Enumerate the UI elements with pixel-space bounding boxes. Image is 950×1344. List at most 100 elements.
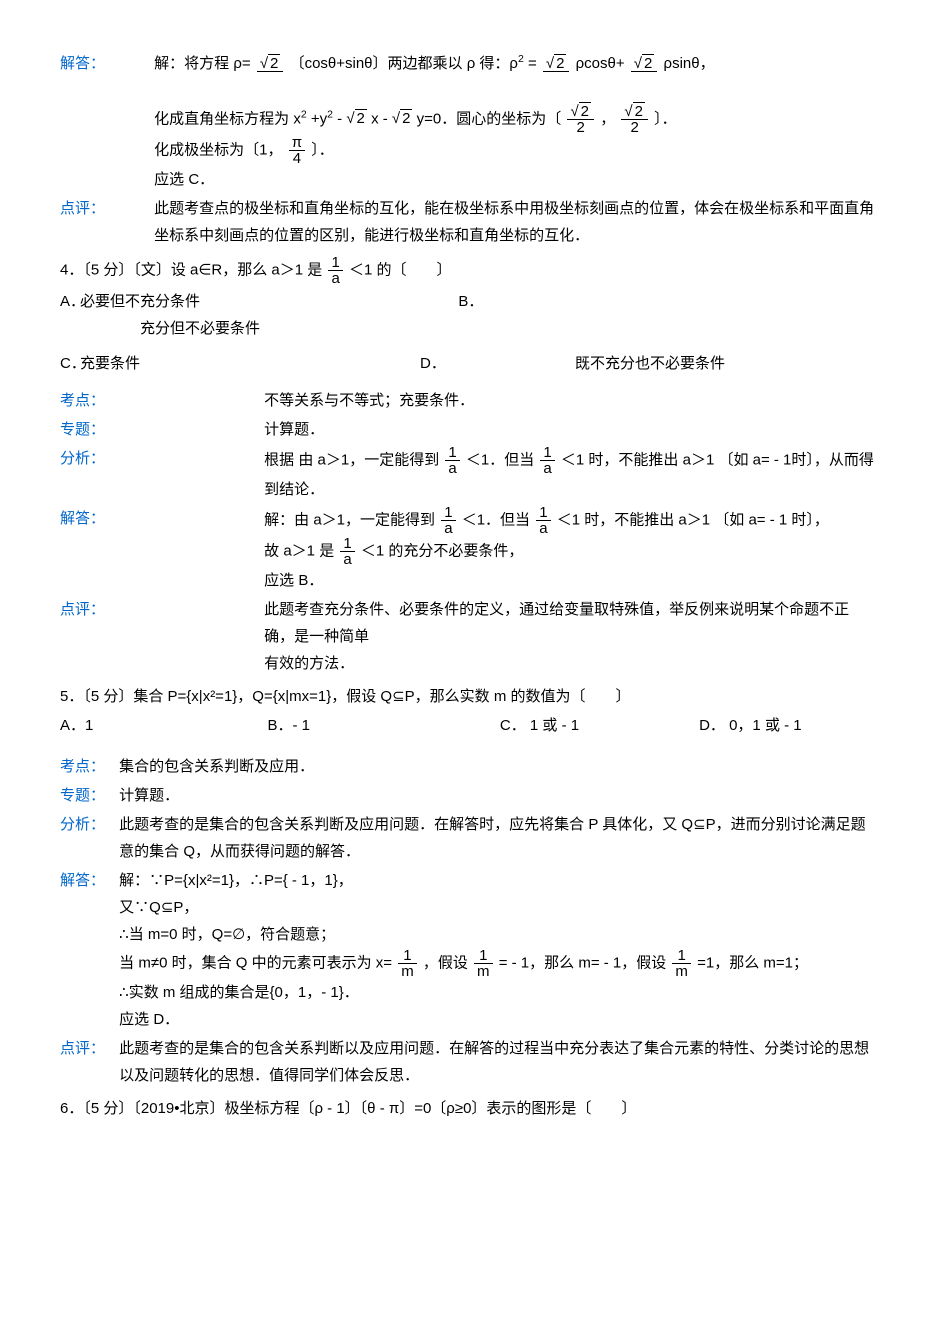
kp-text: 集合的包含关系判断及应用． bbox=[119, 753, 879, 780]
text: ρcosθ+ bbox=[576, 55, 625, 72]
frac: 1m bbox=[474, 948, 493, 979]
frac-pi4: π4 bbox=[289, 135, 305, 166]
text: ＜1 时，不能推出 a＞1 〔如 a= - 1 时〕， bbox=[557, 511, 829, 528]
text: y=0．圆心的坐标为〔 bbox=[417, 110, 562, 127]
lbl: C． bbox=[500, 717, 526, 734]
jd-label: 解答： bbox=[60, 867, 115, 894]
rad: 2 bbox=[579, 102, 591, 120]
q5-zt: 专题： 计算题． bbox=[60, 782, 890, 809]
text: ρsinθ， bbox=[664, 55, 715, 72]
opt-c: C．充要条件 bbox=[60, 350, 420, 377]
fx-label: 分析： bbox=[60, 445, 260, 472]
text: =1，那么 m=1； bbox=[697, 954, 808, 971]
frac: 1a bbox=[441, 505, 455, 536]
text: - bbox=[337, 110, 346, 127]
q6-stem: 6．〔5 分〕〔2019•北京〕极坐标方程〔ρ - 1〕〔θ - π〕=0〔ρ≥… bbox=[60, 1095, 890, 1122]
dp-text: 此题考查的是集合的包含关系判断以及应用问题．在解答的过程当中充分表达了集合元素的… bbox=[119, 1035, 879, 1089]
zt-label: 专题： bbox=[60, 416, 260, 443]
text: 解：由 a＞1，一定能得到 bbox=[264, 511, 439, 528]
text: 应选 D． bbox=[119, 1011, 179, 1028]
rad: 2 bbox=[642, 54, 654, 72]
text: 根据 由 a＞1，一定能得到 bbox=[264, 451, 443, 468]
den: a bbox=[445, 461, 459, 476]
text: 〔cosθ+sinθ〕两边都乘以 ρ 得：ρ bbox=[290, 55, 518, 72]
text: 解：将方程 ρ= bbox=[154, 55, 250, 72]
num: 1 bbox=[474, 948, 493, 964]
q3-review: 点评： 此题考查点的极坐标和直角坐标的互化，能在极坐标系中用极坐标刻画点的位置，… bbox=[60, 195, 890, 249]
text: ∴当 m=0 时，Q=∅，符合题意； bbox=[119, 926, 335, 943]
solve-label: 解答： bbox=[60, 50, 150, 77]
den: a bbox=[536, 521, 550, 536]
frac-1a: 1a bbox=[328, 255, 342, 286]
text: 此题考查充分条件、必要条件的定义，通过给变量取特殊值，举反例来说明某个命题不正确… bbox=[264, 601, 849, 645]
q4-zt: 专题： 计算题． bbox=[60, 416, 890, 443]
text: 应选 C． bbox=[154, 171, 214, 188]
text: 〕． bbox=[311, 141, 334, 158]
frac: 22 bbox=[621, 104, 648, 135]
num: 1 bbox=[441, 505, 455, 521]
num: 1 bbox=[536, 505, 550, 521]
dp-label: 点评： bbox=[60, 1035, 115, 1062]
text: = - 1，那么 m= - 1，假设 bbox=[499, 954, 667, 971]
dp-text: 此题考查充分条件、必要条件的定义，通过给变量取特殊值，举反例来说明某个命题不正确… bbox=[264, 596, 874, 677]
text: ， bbox=[600, 110, 615, 127]
den: a bbox=[441, 521, 455, 536]
opt-b: B．- 1 bbox=[268, 712, 500, 739]
num: 1 bbox=[672, 948, 691, 964]
frac-sqrt2b: 22 bbox=[543, 56, 570, 72]
den: 4 bbox=[289, 151, 305, 166]
text: 应选 B． bbox=[264, 572, 323, 589]
opt-a: A．必要但不充分条件 bbox=[60, 288, 458, 315]
q5-kp: 考点： 集合的包含关系判断及应用． bbox=[60, 753, 890, 780]
num: 1 bbox=[540, 445, 554, 461]
rad: 2 bbox=[633, 102, 645, 120]
kp-label: 考点： bbox=[60, 387, 260, 414]
num: 1 bbox=[328, 255, 342, 271]
opt-d: D． 0，1 或 - 1 bbox=[699, 712, 890, 739]
zt-text: 计算题． bbox=[264, 421, 324, 438]
sqrt: 2 bbox=[392, 105, 413, 132]
review-label: 点评： bbox=[60, 195, 150, 222]
frac-sqrt2: 22 bbox=[257, 56, 284, 72]
num: 1 bbox=[445, 445, 459, 461]
text: ，假设 bbox=[423, 954, 468, 971]
text: = bbox=[528, 55, 537, 72]
den: a bbox=[328, 271, 342, 286]
text: 故 a＞1 是 bbox=[264, 542, 334, 559]
q5-options: A．1 B．- 1 C． 1 或 - 1 D． 0，1 或 - 1 bbox=[60, 712, 890, 739]
q5-jd: 解答： 解：∵P={x|x²=1}，∴P={ - 1，1}， 又∵Q⊆P， ∴当… bbox=[60, 867, 890, 1033]
frac: 1m bbox=[672, 948, 691, 979]
txt: 充要条件 bbox=[80, 355, 140, 372]
q4-jd: 解答： 解：由 a＞1，一定能得到 1a ＜1．但当 1a ＜1 时，不能推出 … bbox=[60, 505, 890, 594]
zt-label: 专题： bbox=[60, 782, 115, 809]
lbl: A． bbox=[60, 288, 80, 315]
q5-stem: 5．〔5 分〕集合 P={x|x²=1}，Q={x|mx=1}，假设 Q⊆P，那… bbox=[60, 683, 890, 710]
num: 1 bbox=[398, 948, 417, 964]
den: 2 bbox=[567, 120, 594, 135]
q4-dp: 点评： 此题考查充分条件、必要条件的定义，通过给变量取特殊值，举反例来说明某个命… bbox=[60, 596, 890, 677]
text: ＜1．但当 bbox=[466, 451, 539, 468]
rad: 2 bbox=[355, 109, 367, 127]
q4-fx: 分析： 根据 由 a＞1，一定能得到 1a ＜1．但当 1a ＜1 时，不能推出… bbox=[60, 445, 890, 503]
opt-c: C． 1 或 - 1 bbox=[500, 712, 699, 739]
q5-dp: 点评： 此题考查的是集合的包含关系判断以及应用问题．在解答的过程当中充分表达了集… bbox=[60, 1035, 890, 1089]
txt: 0，1 或 - 1 bbox=[729, 717, 802, 734]
opt-b: 充分但不必要条件 bbox=[60, 315, 489, 342]
fx-text: 此题考查的是集合的包含关系判断及应用问题．在解答时，应先将集合 P 具体化，又 … bbox=[119, 811, 879, 865]
q3-solve: 解答： 解：将方程 ρ= 22 〔cosθ+sinθ〕两边都乘以 ρ 得：ρ2 … bbox=[60, 50, 890, 193]
text: 〕． bbox=[654, 110, 677, 127]
text: 4．〔5 分〕〔文〕设 a∈R，那么 a＞1 是 bbox=[60, 261, 322, 278]
q4-stem: 4．〔5 分〕〔文〕设 a∈R，那么 a＞1 是 1a ＜1 的〔 〕 bbox=[60, 255, 890, 286]
txt: 必要但不充分条件 bbox=[80, 293, 200, 310]
dp-label: 点评： bbox=[60, 596, 260, 623]
den: m bbox=[672, 964, 691, 979]
frac: 1m bbox=[398, 948, 417, 979]
opt-d-lbl: D． bbox=[420, 350, 495, 377]
text: ＜1．但当 bbox=[462, 511, 535, 528]
opt-b-lbl: B． bbox=[458, 288, 541, 315]
rad: 2 bbox=[268, 54, 280, 72]
lbl: D． bbox=[699, 717, 725, 734]
rad: 2 bbox=[400, 109, 412, 127]
text: ＜1 的充分不必要条件， bbox=[361, 542, 524, 559]
num: π bbox=[289, 135, 305, 151]
